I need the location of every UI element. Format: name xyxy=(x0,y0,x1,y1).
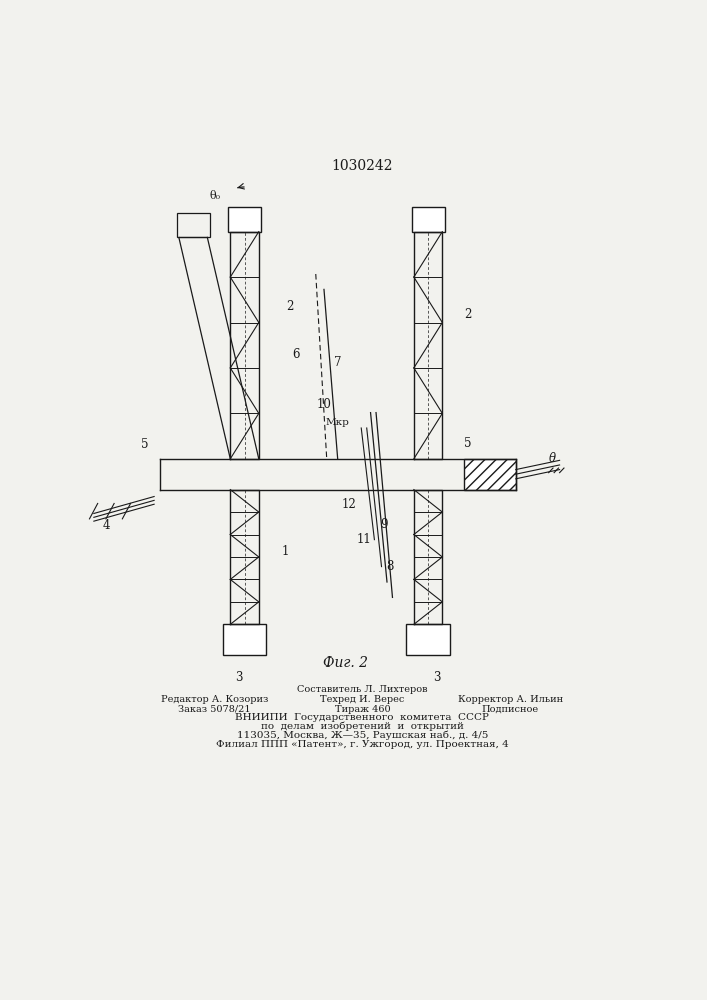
Text: Корректор А. Ильин: Корректор А. Ильин xyxy=(457,695,563,704)
Text: 6: 6 xyxy=(292,348,299,361)
Text: 12: 12 xyxy=(342,498,357,512)
Text: θ₀: θ₀ xyxy=(209,191,221,201)
Text: 11: 11 xyxy=(356,533,371,546)
Text: Техред И. Верес: Техред И. Верес xyxy=(320,695,404,704)
Text: Редактор А. Козориз: Редактор А. Козориз xyxy=(160,695,268,704)
Bar xyxy=(411,207,445,232)
Text: Составитель Л. Лихтеров: Составитель Л. Лихтеров xyxy=(297,685,428,694)
Text: 9: 9 xyxy=(380,518,387,531)
Text: 2: 2 xyxy=(286,300,293,313)
Text: θ: θ xyxy=(549,452,556,465)
Text: Тираж 460: Тираж 460 xyxy=(334,705,390,714)
Text: 3: 3 xyxy=(235,671,243,684)
Text: 4: 4 xyxy=(103,519,110,532)
Bar xyxy=(228,207,261,232)
Text: 1: 1 xyxy=(282,545,289,558)
Text: 1030242: 1030242 xyxy=(332,159,393,173)
Text: Подписное: Подписное xyxy=(481,705,539,714)
Text: Фиг. 2: Фиг. 2 xyxy=(323,656,368,670)
Text: по  делам  изобретений  и  открытий: по делам изобретений и открытий xyxy=(261,722,464,731)
Text: 3: 3 xyxy=(433,671,441,684)
Text: Филиал ППП «Патент», г. Ужгород, ул. Проектная, 4: Филиал ППП «Патент», г. Ужгород, ул. Про… xyxy=(216,740,509,749)
Text: 5: 5 xyxy=(141,438,148,451)
Text: 8: 8 xyxy=(386,560,393,573)
Text: 113035, Москва, Ж—35, Раушская наб., д. 4/5: 113035, Москва, Ж—35, Раушская наб., д. … xyxy=(237,731,488,740)
Bar xyxy=(464,459,516,490)
Text: ВНИИПИ  Государственного  комитета  СССР: ВНИИПИ Государственного комитета СССР xyxy=(235,713,489,722)
Text: 2: 2 xyxy=(464,308,472,321)
Text: 10: 10 xyxy=(316,398,331,411)
Text: 5: 5 xyxy=(464,437,471,450)
Bar xyxy=(177,213,209,237)
Text: Заказ 5078/21: Заказ 5078/21 xyxy=(178,705,251,714)
Bar xyxy=(223,624,267,655)
Text: 7: 7 xyxy=(334,356,341,369)
Text: Мкр: Мкр xyxy=(325,418,349,427)
Bar xyxy=(407,624,450,655)
